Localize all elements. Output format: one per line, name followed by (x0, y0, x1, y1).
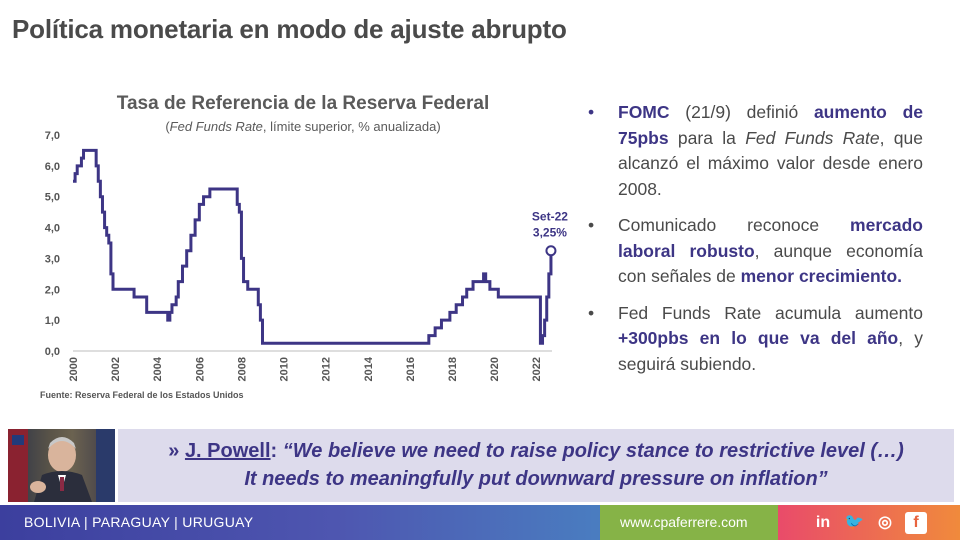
x-tick-label: 2002 (110, 357, 122, 381)
bullet-1-text-6: , que alcanzó el máximo valor desde ener… (618, 127, 923, 199)
bullet-3-text-2: +300pbs en lo que va del año (618, 328, 899, 348)
annotation-value: 3,25% (533, 226, 567, 240)
website-link[interactable]: www.cpaferrere.com (620, 514, 748, 530)
bullet-1-text-4: para la (668, 127, 746, 148)
fed-rate-line (73, 148, 553, 345)
bullet-3-text-3: , y seguirá subiendo. (618, 328, 923, 374)
quote-speaker: J. Powell (184, 440, 271, 462)
footer: BOLIVIA | PARAGUAY | URUGUAY www.cpaferr… (0, 505, 960, 540)
annotation-date: Set-22 (532, 210, 568, 224)
fed-funds-chart: Tasa de Referencia de la Reserva Federal… (40, 93, 568, 400)
x-tick-label: 2012 (321, 357, 333, 381)
y-tick-label: 1,0 (45, 315, 60, 327)
chart-subtitle: (Fed Funds Rate, límite superior, % anua… (165, 119, 440, 134)
quote-line-2: It needs to meaningfully put downward pr… (244, 468, 828, 490)
bullet-2-text-2: mercado laboral robusto (618, 215, 923, 261)
bullet-marker: • (588, 302, 595, 323)
y-tick-label: 6,0 (45, 161, 60, 173)
y-tick-label: 3,0 (45, 253, 60, 265)
x-tick-label: 2022 (531, 357, 543, 381)
x-tick-label: 2010 (279, 357, 291, 381)
x-tick-label: 2018 (447, 357, 459, 381)
quote-line-1: » J. Powell: “We believe we need to rais… (118, 440, 954, 463)
y-tick-label: 2,0 (45, 284, 60, 296)
facebook-icon[interactable]: f (905, 512, 927, 534)
x-tick-label: 2000 (68, 357, 80, 381)
x-tick-label: 2020 (489, 357, 501, 381)
bullet-list: • FOMC (21/9) definió aumento de 75pbs pa… (588, 100, 923, 388)
quote-colon: : (270, 440, 283, 462)
bullet-3-text-1: Fed Funds Rate acumula aumento (618, 302, 923, 323)
last-point-marker (545, 245, 557, 257)
quote-text-1: “We believe we need to raise policy stan… (282, 440, 904, 462)
y-tick-label: 7,0 (45, 130, 60, 142)
bullet-3: • Fed Funds Rate acumula aumento +300pbs … (588, 301, 923, 378)
bullet-2-text-3: , aunque economía con señales de (618, 240, 923, 287)
footer-countries: BOLIVIA | PARAGUAY | URUGUAY (24, 514, 254, 530)
y-tick-label: 0,0 (45, 346, 60, 358)
bullet-marker: • (588, 215, 595, 235)
x-tick-label: 2008 (236, 357, 248, 381)
quote-prefix: » (168, 440, 185, 462)
chart-source: Fuente: Reserva Federal de los Estados U… (40, 390, 244, 400)
bullet-marker: • (588, 102, 595, 122)
x-tick-label: 2006 (194, 357, 206, 381)
slide-title: Política monetaria en modo de ajuste abr… (12, 14, 567, 44)
bullet-2-text-4: menor crecimiento. (740, 266, 903, 286)
bullet-1-text-3: aumento de 75pbs (618, 102, 923, 148)
bullet-1-text-5: Fed Funds Rate (745, 127, 880, 148)
instagram-icon[interactable]: ◎ (878, 514, 892, 531)
linkedin-icon[interactable]: in (815, 514, 831, 531)
footer-social-band (778, 505, 960, 540)
x-tick-label: 2016 (405, 357, 417, 381)
footer-web-band (600, 505, 778, 540)
y-tick-label: 5,0 (45, 192, 60, 204)
quote-box: » J. Powell: “We believe we need to rais… (118, 429, 954, 502)
chart-title: Tasa de Referencia de la Reserva Federal (117, 93, 489, 114)
bullet-1-text-2: (21/9) definió (669, 102, 814, 122)
x-tick-label: 2004 (152, 356, 164, 381)
twitter-icon[interactable]: 🐦 (844, 514, 864, 531)
bullet-2-text-1: Comunicado reconoce (618, 215, 851, 235)
powell-photo (8, 429, 115, 502)
bullet-1: • FOMC (21/9) definió aumento de 75pbs pa… (588, 100, 923, 202)
y-tick-label: 4,0 (45, 223, 60, 235)
bullet-2: • Comunicado reconoce mercado laboral rob… (588, 213, 923, 290)
bullet-1-text-1: FOMC (618, 102, 670, 122)
x-tick-label: 2014 (363, 356, 375, 381)
